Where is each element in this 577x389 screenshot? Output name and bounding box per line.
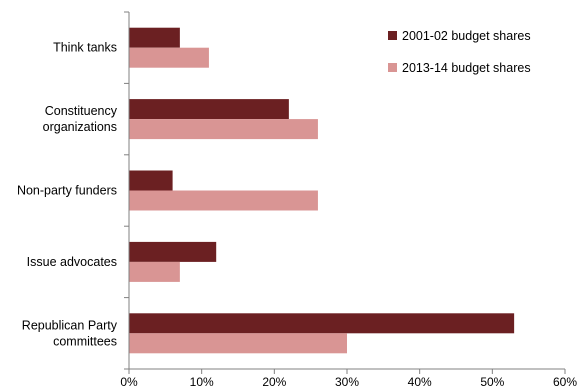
category-label-2: Non-party funders <box>17 184 117 198</box>
x-tick-labels: 0% 10% 20% 30% 40% 50% 60% <box>120 375 577 389</box>
bar-series2-2 <box>129 190 318 211</box>
x-tick-label-6: 60% <box>553 375 577 389</box>
legend-label-1: 2001-02 budget shares <box>402 29 531 43</box>
category-label-1: Constituency organizations <box>43 104 118 134</box>
x-tick-label-2: 20% <box>262 375 286 389</box>
x-tick-label-4: 40% <box>408 375 432 389</box>
bar-series1-4 <box>129 313 515 334</box>
legend-swatch-1 <box>388 31 397 40</box>
bar-series1-2 <box>129 170 173 191</box>
category-labels: Think tanks Constituency organizations Non-… <box>17 41 118 349</box>
category-label-0: Think tanks <box>53 41 117 55</box>
bar-series2-3 <box>129 261 180 282</box>
bar-series1-3 <box>129 241 217 262</box>
bars <box>129 27 515 354</box>
x-tick-label-5: 50% <box>480 375 504 389</box>
bar-series1-1 <box>129 99 289 120</box>
legend: 2001-02 budget shares 2013-14 budget shar… <box>388 29 531 75</box>
legend-label-2: 2013-14 budget shares <box>402 61 531 75</box>
category-label-3: Issue advocates <box>27 255 117 269</box>
axes <box>124 11 566 374</box>
x-tick-label-3: 30% <box>335 375 359 389</box>
legend-swatch-2 <box>388 63 397 72</box>
bar-series2-1 <box>129 119 318 140</box>
bar-series2-4 <box>129 333 347 354</box>
bar-series2-0 <box>129 47 209 68</box>
x-tick-label-0: 0% <box>120 375 138 389</box>
x-tick-label-1: 10% <box>190 375 214 389</box>
category-label-4: Republican Party committees <box>22 318 118 348</box>
bar-series1-0 <box>129 27 180 48</box>
